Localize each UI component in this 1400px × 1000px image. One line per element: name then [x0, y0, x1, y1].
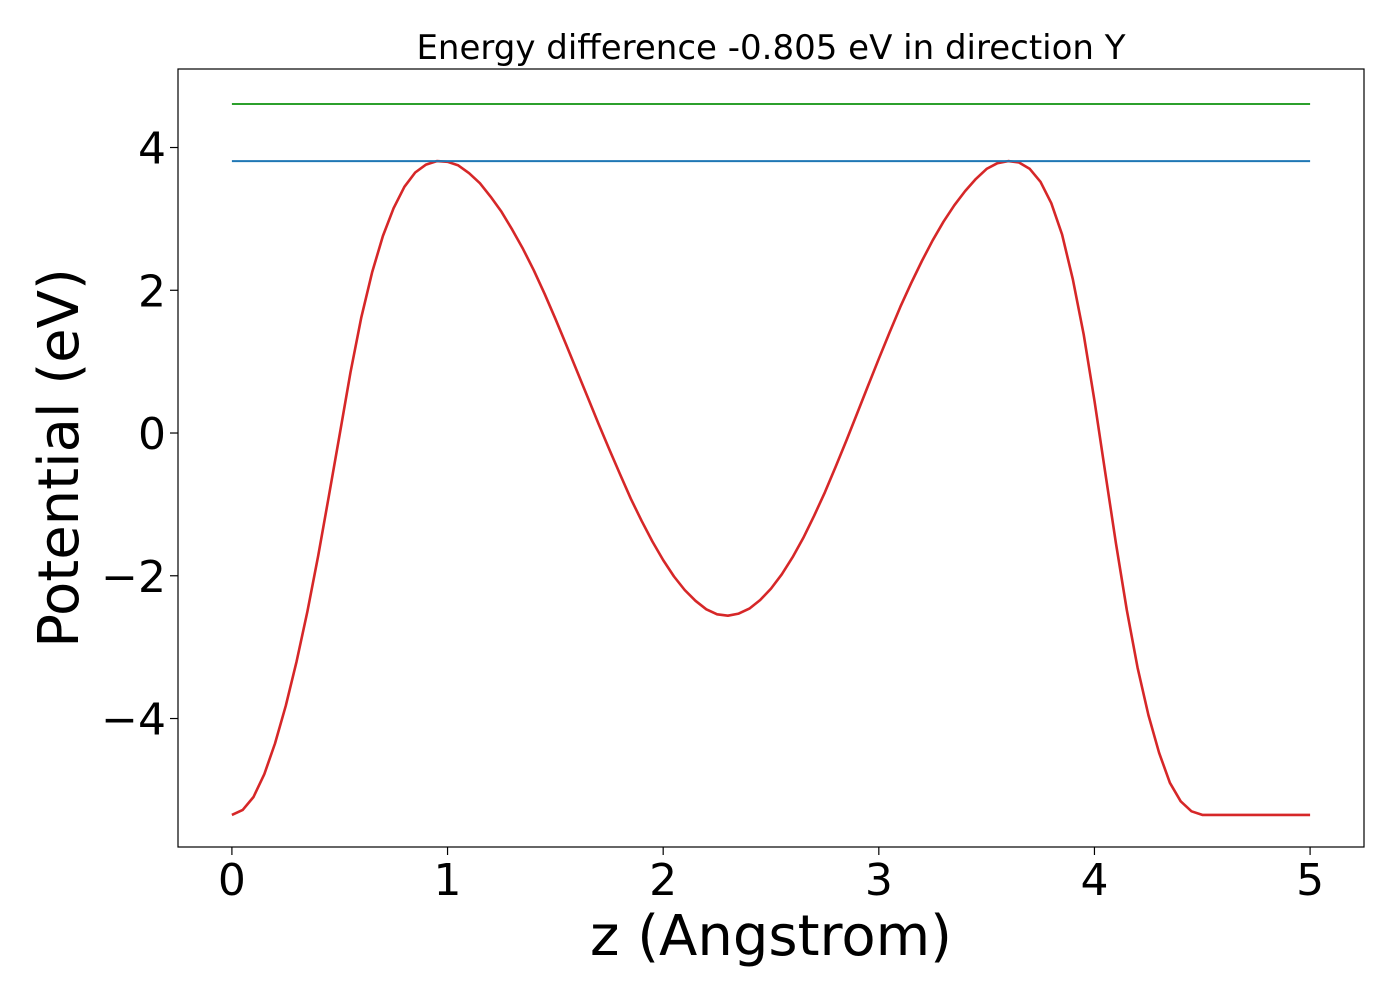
y-tick-label: 2 — [138, 266, 166, 317]
x-tick-label: 5 — [1296, 855, 1324, 906]
x-tick-label: 1 — [434, 855, 462, 906]
y-tick-label: 0 — [138, 409, 166, 460]
x-tick-label: 0 — [218, 855, 246, 906]
y-tick-label: −2 — [101, 552, 166, 603]
plot-frame — [177, 68, 1365, 848]
series-line-0 — [231, 159, 1311, 817]
x-axis-ticks: 0 1 2 3 4 5 — [218, 847, 1324, 906]
series-layer — [231, 103, 1311, 817]
y-tick-label: −4 — [101, 695, 166, 746]
chart-title: Energy difference -0.805 eV in direction… — [416, 28, 1125, 68]
x-tick-label: 2 — [649, 855, 677, 906]
y-tick-label: 4 — [138, 124, 166, 175]
x-tick-label: 4 — [1080, 855, 1108, 906]
y-axis-label: Potential (eV) — [27, 268, 92, 648]
y-axis-ticks: −4 −2 0 2 4 — [101, 124, 178, 746]
x-axis-label: z (Angstrom) — [590, 904, 952, 969]
x-tick-label: 3 — [865, 855, 893, 906]
